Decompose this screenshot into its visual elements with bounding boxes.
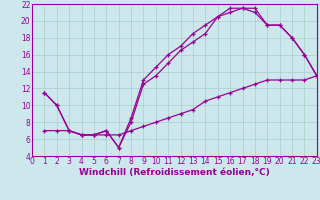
X-axis label: Windchill (Refroidissement éolien,°C): Windchill (Refroidissement éolien,°C) <box>79 168 270 177</box>
